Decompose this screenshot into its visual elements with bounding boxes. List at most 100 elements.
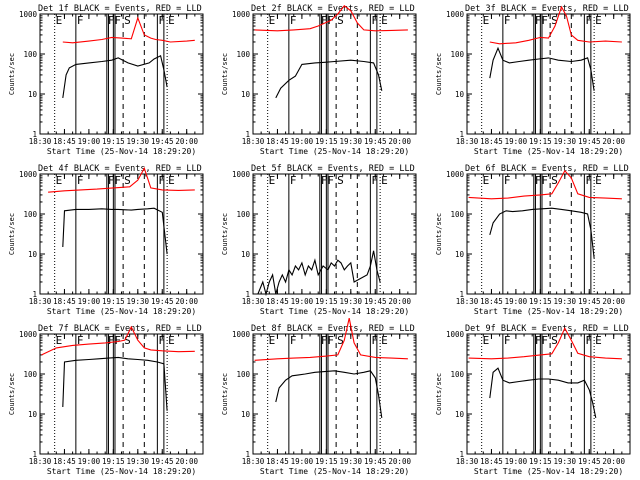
x-tick-label: 19:15 [529, 137, 552, 146]
plot-frame [39, 13, 204, 135]
y-tick-label: 1000 [446, 10, 465, 19]
x-tick-label: 19:45 [364, 297, 387, 306]
event-marker-label: E [595, 14, 602, 27]
event-marker-label: S [551, 174, 558, 187]
y-tick-label: 10 [241, 250, 251, 259]
y-tick-label: 1 [32, 450, 37, 459]
event-marker-label: F [108, 14, 115, 27]
x-tick-label: 19:15 [102, 457, 125, 466]
x-tick-label: 18:30 [456, 457, 479, 466]
x-tick-label: 20:00 [602, 137, 625, 146]
y-tick-label: 10 [455, 90, 465, 99]
event-marker-label: F [108, 174, 115, 187]
event-marker-label: F [327, 334, 334, 347]
event-marker-label: E [381, 14, 388, 27]
x-tick-label: 19:00 [505, 137, 528, 146]
event-marker-label: F [541, 14, 548, 27]
event-marker-label: F [158, 14, 165, 27]
series-line-events [62, 356, 168, 411]
x-tick-label: 20:00 [175, 137, 198, 146]
series-line-lld [41, 325, 195, 356]
y-axis-label: Counts/sec [8, 373, 16, 415]
event-marker-label: F [321, 174, 328, 187]
x-axis-label: Start Time (25-Nov-14 18:29:20) [474, 307, 623, 316]
x-tick-label: 20:00 [388, 457, 411, 466]
event-marker-label: F [290, 14, 297, 27]
event-marker-label: E [269, 14, 276, 27]
y-tick-label: 1000 [19, 10, 38, 19]
series-line-events [62, 207, 168, 255]
x-tick-label: 18:45 [53, 457, 76, 466]
event-marker-label: F [535, 14, 542, 27]
x-tick-label: 18:45 [266, 457, 289, 466]
y-axis-label: Counts/sec [435, 373, 443, 415]
x-tick-label: 18:45 [480, 297, 503, 306]
x-tick-label: 18:45 [480, 457, 503, 466]
series-line-events [275, 59, 383, 99]
y-tick-label: 10 [241, 410, 251, 419]
event-marker-label: E [483, 14, 490, 27]
x-tick-label: 19:45 [578, 457, 601, 466]
x-tick-label: 18:30 [29, 457, 52, 466]
event-marker-label: E [168, 14, 175, 27]
x-tick-label: 18:30 [242, 137, 265, 146]
panel-title: Det 5f BLACK = Events, RED = LLD [251, 164, 415, 174]
x-tick-label: 19:00 [291, 137, 314, 146]
plot-frame [466, 13, 631, 135]
event-marker-label: S [337, 174, 344, 187]
y-tick-label: 100 [236, 370, 250, 379]
x-tick-label: 19:00 [78, 297, 101, 306]
panel-title: Det 6f BLACK = Events, RED = LLD [465, 164, 629, 174]
event-marker-label: F [321, 334, 328, 347]
y-axis-label: Counts/sec [221, 373, 229, 415]
event-marker-label: E [595, 334, 602, 347]
event-marker-label: F [371, 334, 378, 347]
event-marker-label: E [56, 14, 63, 27]
y-tick-label: 100 [450, 370, 464, 379]
chart-panel: Det 7f BLACK = Events, RED = LLD Counts/s… [8, 324, 204, 476]
plot-frame [466, 333, 631, 455]
event-marker-label: F [504, 334, 511, 347]
event-marker-label: F [290, 174, 297, 187]
event-marker-label: E [168, 174, 175, 187]
x-tick-label: 19:00 [505, 297, 528, 306]
x-tick-label: 19:15 [315, 457, 338, 466]
x-tick-label: 19:15 [102, 297, 125, 306]
x-tick-label: 19:00 [291, 457, 314, 466]
event-marker-label: F [371, 14, 378, 27]
event-marker-label: E [56, 174, 63, 187]
event-marker-label: F [371, 174, 378, 187]
x-tick-label: 19:15 [529, 457, 552, 466]
event-marker-label: E [269, 174, 276, 187]
chart-panel: Det 8f BLACK = Events, RED = LLD Counts/s… [221, 317, 417, 476]
x-tick-label: 19:45 [151, 297, 174, 306]
x-tick-label: 19:30 [127, 297, 150, 306]
event-marker-label: F [535, 334, 542, 347]
y-tick-label: 1 [32, 290, 37, 299]
x-tick-label: 19:45 [151, 457, 174, 466]
chart-panel: Det 3f BLACK = Events, RED = LLD Counts/s… [435, 4, 631, 156]
y-tick-label: 1 [245, 450, 250, 459]
x-tick-label: 20:00 [388, 297, 411, 306]
x-axis-label: Start Time (25-Nov-14 18:29:20) [260, 307, 409, 316]
x-tick-label: 19:00 [291, 297, 314, 306]
x-tick-label: 19:30 [340, 297, 363, 306]
y-tick-label: 1 [245, 290, 250, 299]
y-tick-label: 1000 [232, 170, 251, 179]
event-marker-label: E [56, 334, 63, 347]
y-tick-label: 1000 [232, 10, 251, 19]
y-tick-label: 1000 [446, 170, 465, 179]
y-tick-label: 10 [455, 410, 465, 419]
y-tick-label: 100 [450, 210, 464, 219]
y-tick-label: 10 [28, 250, 38, 259]
event-marker-label: F [535, 174, 542, 187]
plot-frame [39, 173, 204, 295]
y-tick-label: 10 [455, 250, 465, 259]
y-tick-label: 100 [23, 370, 37, 379]
x-tick-label: 19:30 [554, 137, 577, 146]
event-marker-label: F [504, 14, 511, 27]
y-tick-label: 1000 [19, 170, 38, 179]
panel-title: Det 3f BLACK = Events, RED = LLD [465, 4, 629, 14]
x-axis-label: Start Time (25-Nov-14 18:29:20) [47, 467, 196, 476]
